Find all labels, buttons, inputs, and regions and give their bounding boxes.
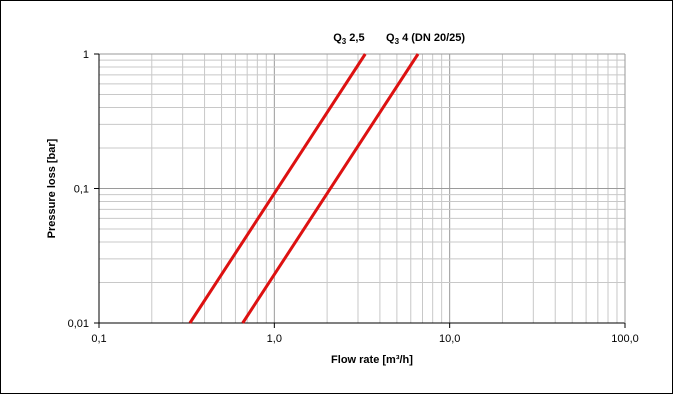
series-label-2: Q3 4 (DN 20/25) — [386, 32, 465, 46]
x-axis-label: Flow rate [m³/h] — [331, 354, 413, 366]
y-tick-label: 0,1 — [74, 184, 89, 196]
y-tick-label: 0,01 — [68, 318, 89, 330]
x-tick-label: 1,0 — [267, 333, 282, 345]
series-line-1 — [188, 53, 367, 324]
x-tick-label: 10,0 — [439, 333, 460, 345]
series-line-2 — [241, 53, 420, 324]
y-axis-label: Pressure loss [bar] — [46, 138, 58, 238]
y-tick-label: 1 — [83, 49, 89, 61]
x-tick-label: 100,0 — [611, 333, 639, 345]
x-tick-label: 0,1 — [91, 333, 106, 345]
series-label-1: Q3 2,5 — [333, 32, 364, 46]
grid-lines — [98, 53, 625, 324]
